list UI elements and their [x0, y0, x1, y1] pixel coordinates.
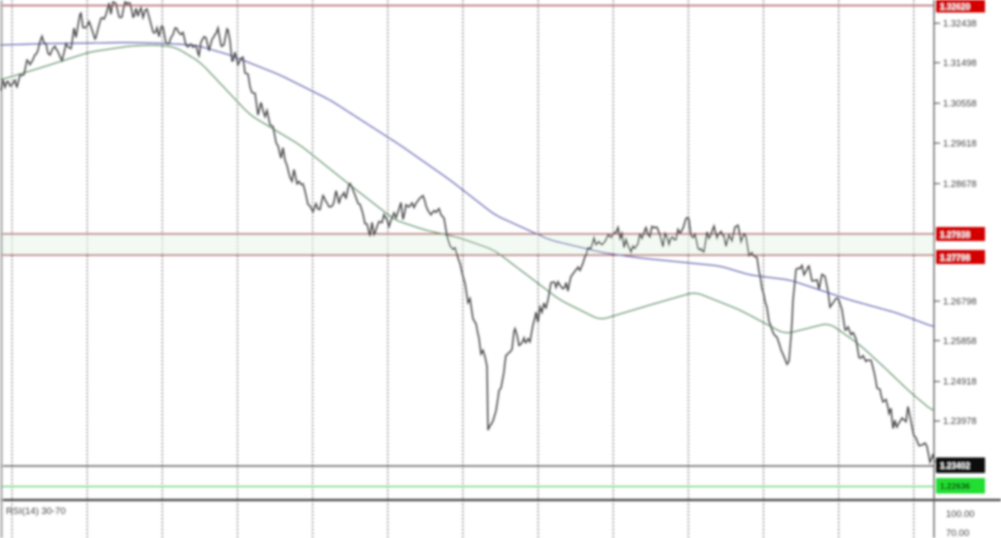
svg-text:100.00: 100.00 — [946, 509, 974, 519]
svg-text:1.26798: 1.26798 — [943, 296, 977, 306]
svg-text:1.30558: 1.30558 — [943, 98, 977, 108]
svg-text:1.27798: 1.27798 — [940, 253, 970, 263]
svg-text:1.32438: 1.32438 — [943, 18, 977, 28]
svg-text:1.25858: 1.25858 — [943, 336, 977, 346]
svg-text:1.23978: 1.23978 — [943, 416, 977, 426]
svg-text:RSI(14) 30-70: RSI(14) 30-70 — [6, 506, 66, 517]
svg-text:1.31498: 1.31498 — [943, 58, 977, 68]
svg-text:1.27938: 1.27938 — [940, 230, 970, 240]
svg-text:1.32620: 1.32620 — [940, 2, 970, 12]
svg-text:1.28678: 1.28678 — [943, 179, 977, 189]
svg-text:1.23402: 1.23402 — [940, 461, 970, 471]
svg-text:1.22636: 1.22636 — [940, 481, 970, 491]
svg-text:1.24918: 1.24918 — [943, 377, 977, 387]
svg-text:1.29618: 1.29618 — [943, 138, 977, 148]
svg-text:70.00: 70.00 — [946, 528, 969, 538]
